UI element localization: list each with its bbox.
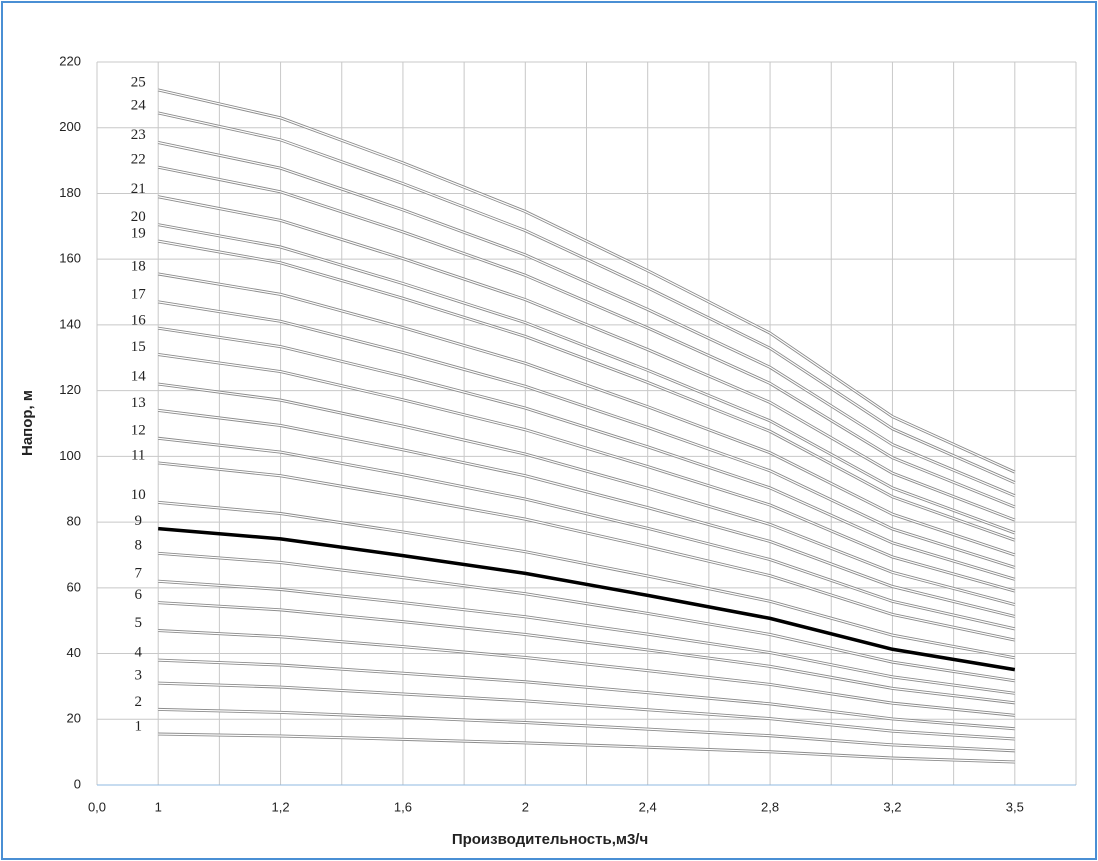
series-label: 5 xyxy=(134,615,142,631)
series-label: 12 xyxy=(131,423,146,439)
y-tick-label: 140 xyxy=(59,316,81,331)
y-tick-label: 60 xyxy=(67,579,81,594)
series-label: 9 xyxy=(134,513,142,529)
series-line-inner xyxy=(158,166,1016,508)
series-label: 7 xyxy=(134,566,142,582)
series-label: 19 xyxy=(131,226,146,242)
series-label: 3 xyxy=(134,668,142,684)
series-line-inner xyxy=(158,224,1016,534)
series-line-inner xyxy=(158,301,1015,569)
y-tick-label: 220 xyxy=(59,53,81,68)
series-label: 11 xyxy=(131,447,145,463)
series-line-inner xyxy=(158,552,1015,682)
series-line-inner xyxy=(158,273,1015,556)
series-line-inner xyxy=(158,659,1015,730)
series-label: 23 xyxy=(131,127,146,143)
x-tick-label: 3,5 xyxy=(1006,799,1024,814)
series-label: 13 xyxy=(131,395,146,411)
y-tick-label: 120 xyxy=(59,382,81,397)
series-line xyxy=(158,526,1016,672)
series-line-inner xyxy=(158,409,1015,617)
y-tick-label: 0 xyxy=(74,776,81,791)
series-line-inner xyxy=(158,383,1015,606)
series-label: 10 xyxy=(131,487,146,503)
x-tick-label: 2 xyxy=(522,799,529,814)
y-tick-label: 200 xyxy=(59,119,81,134)
y-tick-label: 20 xyxy=(67,711,81,726)
x-tick-label: 1,2 xyxy=(272,799,290,814)
x-tick-label: 1 xyxy=(155,799,162,814)
y-tick-label: 100 xyxy=(59,448,81,463)
series-label: 14 xyxy=(131,369,147,385)
series-line-inner xyxy=(158,708,1015,752)
series-label: 16 xyxy=(131,313,147,329)
series-line-inner xyxy=(158,682,1015,740)
series-label: 25 xyxy=(131,74,146,90)
y-tick-label: 80 xyxy=(67,514,81,529)
series-label: 18 xyxy=(131,258,146,274)
series-label: 22 xyxy=(131,152,146,168)
x-axis-label: Производительность,м3/ч xyxy=(452,831,648,848)
series-label: 1 xyxy=(134,718,142,734)
series-label: 6 xyxy=(134,587,142,603)
y-axis-label: Напор, м xyxy=(19,390,36,456)
series-label: 17 xyxy=(131,286,147,302)
series-line-inner xyxy=(158,89,1016,473)
x-tick-label: 2,8 xyxy=(761,799,779,814)
y-tick-label: 160 xyxy=(59,251,81,266)
series-label: 2 xyxy=(134,694,142,710)
series-line-inner xyxy=(158,580,1015,694)
series-label: 24 xyxy=(131,97,147,113)
series-line-inner xyxy=(158,629,1015,716)
series-label: 15 xyxy=(131,339,146,355)
x-tick-label: 3,2 xyxy=(883,799,901,814)
series-line-inner xyxy=(158,141,1016,497)
series-line-inner xyxy=(158,501,1015,659)
y-tick-label: 180 xyxy=(59,185,81,200)
series-line-inner xyxy=(158,196,1016,521)
x-tick-label: 1,6 xyxy=(394,799,412,814)
series-line-inner xyxy=(158,602,1015,704)
x-tick-label: 2,4 xyxy=(639,799,657,814)
series-label: 20 xyxy=(131,209,146,225)
series-line-inner xyxy=(158,437,1015,630)
series-line-inner xyxy=(158,733,1015,763)
series-label: 21 xyxy=(131,181,146,197)
series-line-inner xyxy=(158,462,1015,641)
series-label: 8 xyxy=(134,538,142,554)
series-line-inner xyxy=(158,240,1016,541)
series-line-inner xyxy=(158,112,1016,484)
x-tick-label: 0,0 xyxy=(88,799,106,814)
series-line-inner xyxy=(158,327,1015,580)
series-line-inner xyxy=(158,353,1015,592)
series-label: 4 xyxy=(134,645,142,661)
y-tick-label: 40 xyxy=(67,645,81,660)
